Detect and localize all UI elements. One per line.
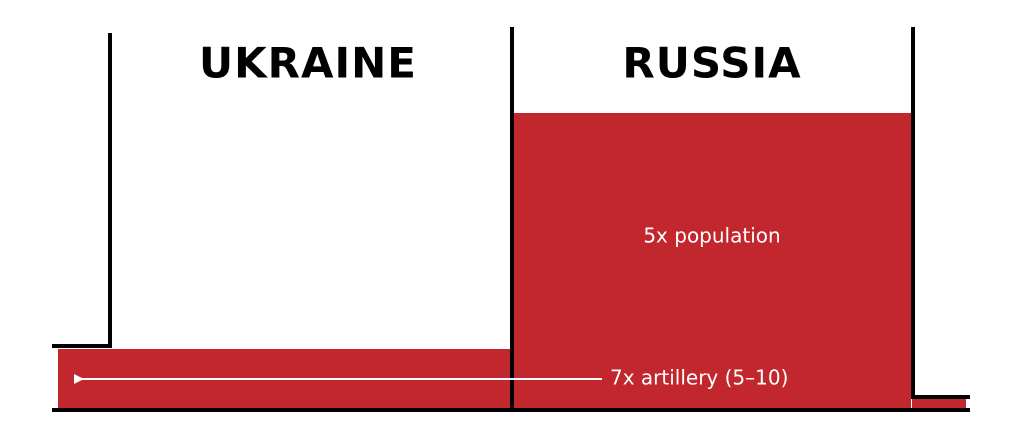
right-wall (911, 27, 970, 399)
left-title: UKRAINE (199, 39, 417, 88)
artillery-label: 7x artillery (5–10) (610, 366, 788, 390)
outline (52, 27, 970, 412)
right-title: RUSSIA (622, 39, 801, 88)
population-label: 5x population (643, 224, 780, 248)
right-strip (912, 399, 966, 409)
left-wall (52, 33, 112, 348)
russia-area (514, 113, 911, 409)
